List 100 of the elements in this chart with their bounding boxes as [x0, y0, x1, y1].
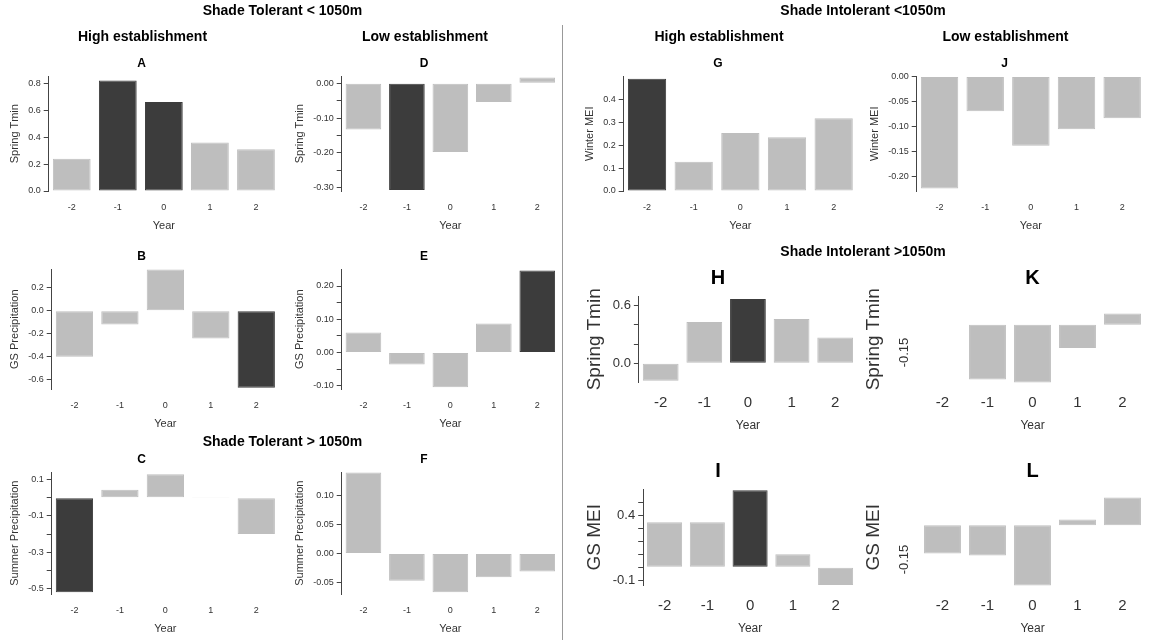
bar	[191, 142, 229, 191]
y-tick-label: 0.2	[28, 158, 41, 169]
bar	[237, 498, 275, 535]
text: Shade Intolerant <1050m	[779, 2, 947, 18]
chart-title: B	[137, 248, 147, 263]
bar	[732, 490, 768, 567]
x-tick-label: -2	[359, 399, 368, 410]
bar	[647, 522, 683, 567]
chart-title: J	[1001, 55, 1008, 70]
x-tick-label: -1	[980, 392, 995, 410]
chart-title: F	[420, 451, 428, 466]
y-tick-label: 0.2	[603, 139, 616, 150]
bar	[767, 137, 807, 191]
chart-title: I	[715, 458, 721, 481]
bar	[52, 158, 91, 191]
text: Low establishment	[361, 28, 489, 44]
bar	[519, 270, 556, 352]
bar	[144, 102, 183, 191]
y-tick-label: 0.00	[891, 70, 909, 81]
x-tick-label: 2	[534, 604, 540, 615]
x-axis-title: Year	[1019, 219, 1043, 232]
y-tick-label: -0.10	[313, 380, 334, 391]
y-tick-label: 0.10	[316, 313, 334, 324]
x-tick-label: 2	[534, 201, 540, 212]
text: Low establishment	[941, 28, 1070, 44]
y-tick-label: 0.4	[28, 131, 41, 142]
y-tick-label: -0.20	[313, 147, 334, 158]
x-tick-label: 1	[491, 201, 497, 212]
x-axis-title: Year	[439, 219, 462, 232]
x-axis-title: Year	[737, 621, 763, 636]
y-tick-label: 0.2	[31, 282, 44, 293]
bar	[432, 352, 469, 388]
bar	[627, 78, 667, 191]
y-axis-title: GS MEI	[582, 504, 604, 571]
y-tick-label: -0.05	[888, 95, 909, 106]
x-axis-title: Year	[1020, 418, 1045, 433]
x-tick-label: -2	[657, 595, 672, 613]
bar	[98, 80, 137, 191]
x-tick-label: 2	[1119, 201, 1125, 212]
x-tick-label: -1	[115, 399, 124, 410]
bar	[686, 321, 723, 363]
y-tick-label: 0.00	[316, 77, 334, 88]
bar	[389, 352, 425, 365]
x-tick-label: -2	[70, 604, 79, 615]
x-tick-label: 1	[491, 399, 497, 410]
y-axis-title: GS MEI	[861, 504, 883, 571]
y-tick-label: 0.0	[603, 185, 616, 196]
y-tick-label: 0.0	[31, 305, 44, 316]
y-tick-label: 0.6	[28, 104, 41, 115]
x-tick-label: -2	[67, 201, 76, 212]
y-axis-title: Spring Tmin	[861, 288, 883, 391]
x-tick-label: -2	[935, 392, 950, 410]
x-tick-label: 0	[745, 595, 755, 613]
y-axis-title: GS Precipitation	[7, 289, 20, 369]
y-axis-title: Spring Tmin	[292, 104, 305, 164]
chart-title: D	[419, 55, 429, 70]
x-tick-label: 2	[534, 399, 540, 410]
x-tick-label: 1	[787, 392, 796, 410]
chart-title: A	[137, 55, 147, 70]
x-tick-label: -1	[980, 595, 995, 613]
x-tick-label: 0	[737, 201, 743, 212]
y-tick-label: 0.10	[316, 490, 334, 501]
x-tick-label: 2	[831, 201, 837, 212]
x-tick-label: -1	[689, 201, 698, 212]
x-tick-label: 2	[253, 604, 259, 615]
x-tick-label: -1	[402, 201, 411, 212]
chart-title: C	[137, 451, 147, 466]
x-tick-label: -1	[697, 392, 711, 410]
x-tick-label: 2	[831, 392, 840, 410]
y-tick-label: -0.30	[313, 182, 334, 193]
x-tick-label: 0	[743, 392, 753, 410]
text: Shade Intolerant >1050m	[779, 243, 947, 259]
bar	[55, 498, 94, 593]
bar	[642, 363, 679, 381]
x-tick-label: -2	[935, 595, 950, 613]
x-tick-label: 1	[1074, 201, 1080, 212]
text: High establishment	[653, 28, 785, 44]
y-tick-label: -0.2	[28, 328, 44, 339]
y-tick-label: 0.1	[31, 474, 44, 485]
y-tick-label: -0.6	[28, 374, 44, 385]
y-tick-label: 0.05	[316, 519, 334, 529]
x-tick-label: 2	[1118, 392, 1127, 410]
x-axis-title: Year	[152, 219, 176, 232]
x-tick-label: -2	[935, 201, 944, 212]
y-tick-label: -0.5	[28, 583, 44, 594]
bar	[817, 337, 854, 363]
y-tick-label: 0.4	[603, 93, 616, 104]
y-tick-label: -0.20	[888, 170, 909, 181]
y-axis-title: Spring Tmin	[582, 288, 604, 391]
x-tick-label: 0	[447, 399, 453, 410]
y-tick-label: 0.0	[612, 354, 631, 370]
x-tick-label: 0	[162, 604, 168, 615]
x-tick-label: -2	[654, 392, 668, 410]
bar	[721, 133, 760, 191]
bar	[773, 319, 810, 363]
y-tick-label: -0.10	[313, 112, 334, 123]
text: Shade Tolerant < 1050m	[201, 2, 364, 18]
x-tick-label: -2	[70, 399, 79, 410]
y-tick-label: -0.3	[28, 546, 44, 557]
y-tick-label: -0.1	[28, 510, 44, 521]
